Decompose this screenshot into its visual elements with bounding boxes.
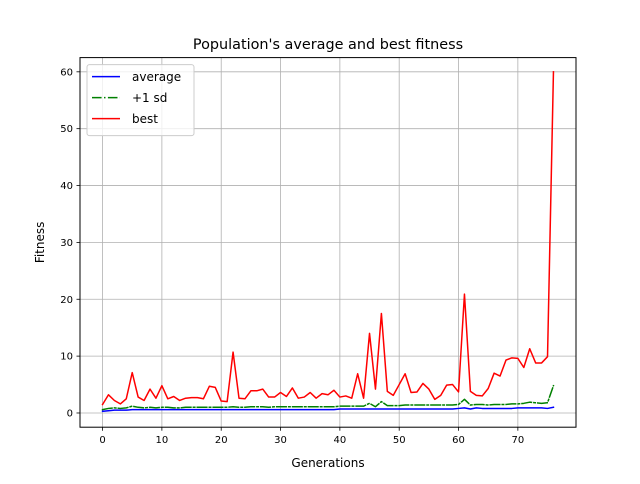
series-lines — [101, 71, 555, 413]
legend-label: +1 sd — [132, 91, 167, 105]
legend-label: best — [132, 112, 158, 126]
y-tick-label: 20 — [60, 295, 73, 306]
x-axis-label: Generations — [291, 456, 364, 470]
x-tick-label: 20 — [215, 435, 228, 446]
x-tick-label: 40 — [333, 435, 346, 446]
chart-title: Population's average and best fitness — [193, 37, 463, 53]
series-line-1-sd — [101, 384, 555, 411]
ticks: 0 10 20 30 40 50 60 70 0 10 20 30 40 50 60 — [60, 67, 524, 446]
grid — [80, 57, 576, 428]
y-tick-label: 60 — [60, 67, 73, 78]
x-tick-label: 0 — [99, 435, 105, 446]
legend: average +1 sd best — [86, 64, 195, 137]
x-tick-label: 50 — [393, 435, 406, 446]
x-tick-label: 30 — [274, 435, 287, 446]
y-axis-label: Fitness — [33, 222, 47, 264]
series-line-average — [101, 406, 555, 413]
legend-label: average — [132, 70, 181, 84]
y-tick-label: 40 — [60, 181, 73, 192]
y-tick-label: 10 — [60, 352, 73, 363]
x-tick-label: 10 — [156, 435, 169, 446]
x-tick-label: 70 — [511, 435, 524, 446]
y-tick-label: 50 — [60, 124, 73, 135]
y-tick-label: 30 — [60, 238, 73, 249]
series-line-best — [101, 71, 555, 406]
y-tick-label: 0 — [67, 408, 73, 419]
x-tick-label: 60 — [452, 435, 465, 446]
